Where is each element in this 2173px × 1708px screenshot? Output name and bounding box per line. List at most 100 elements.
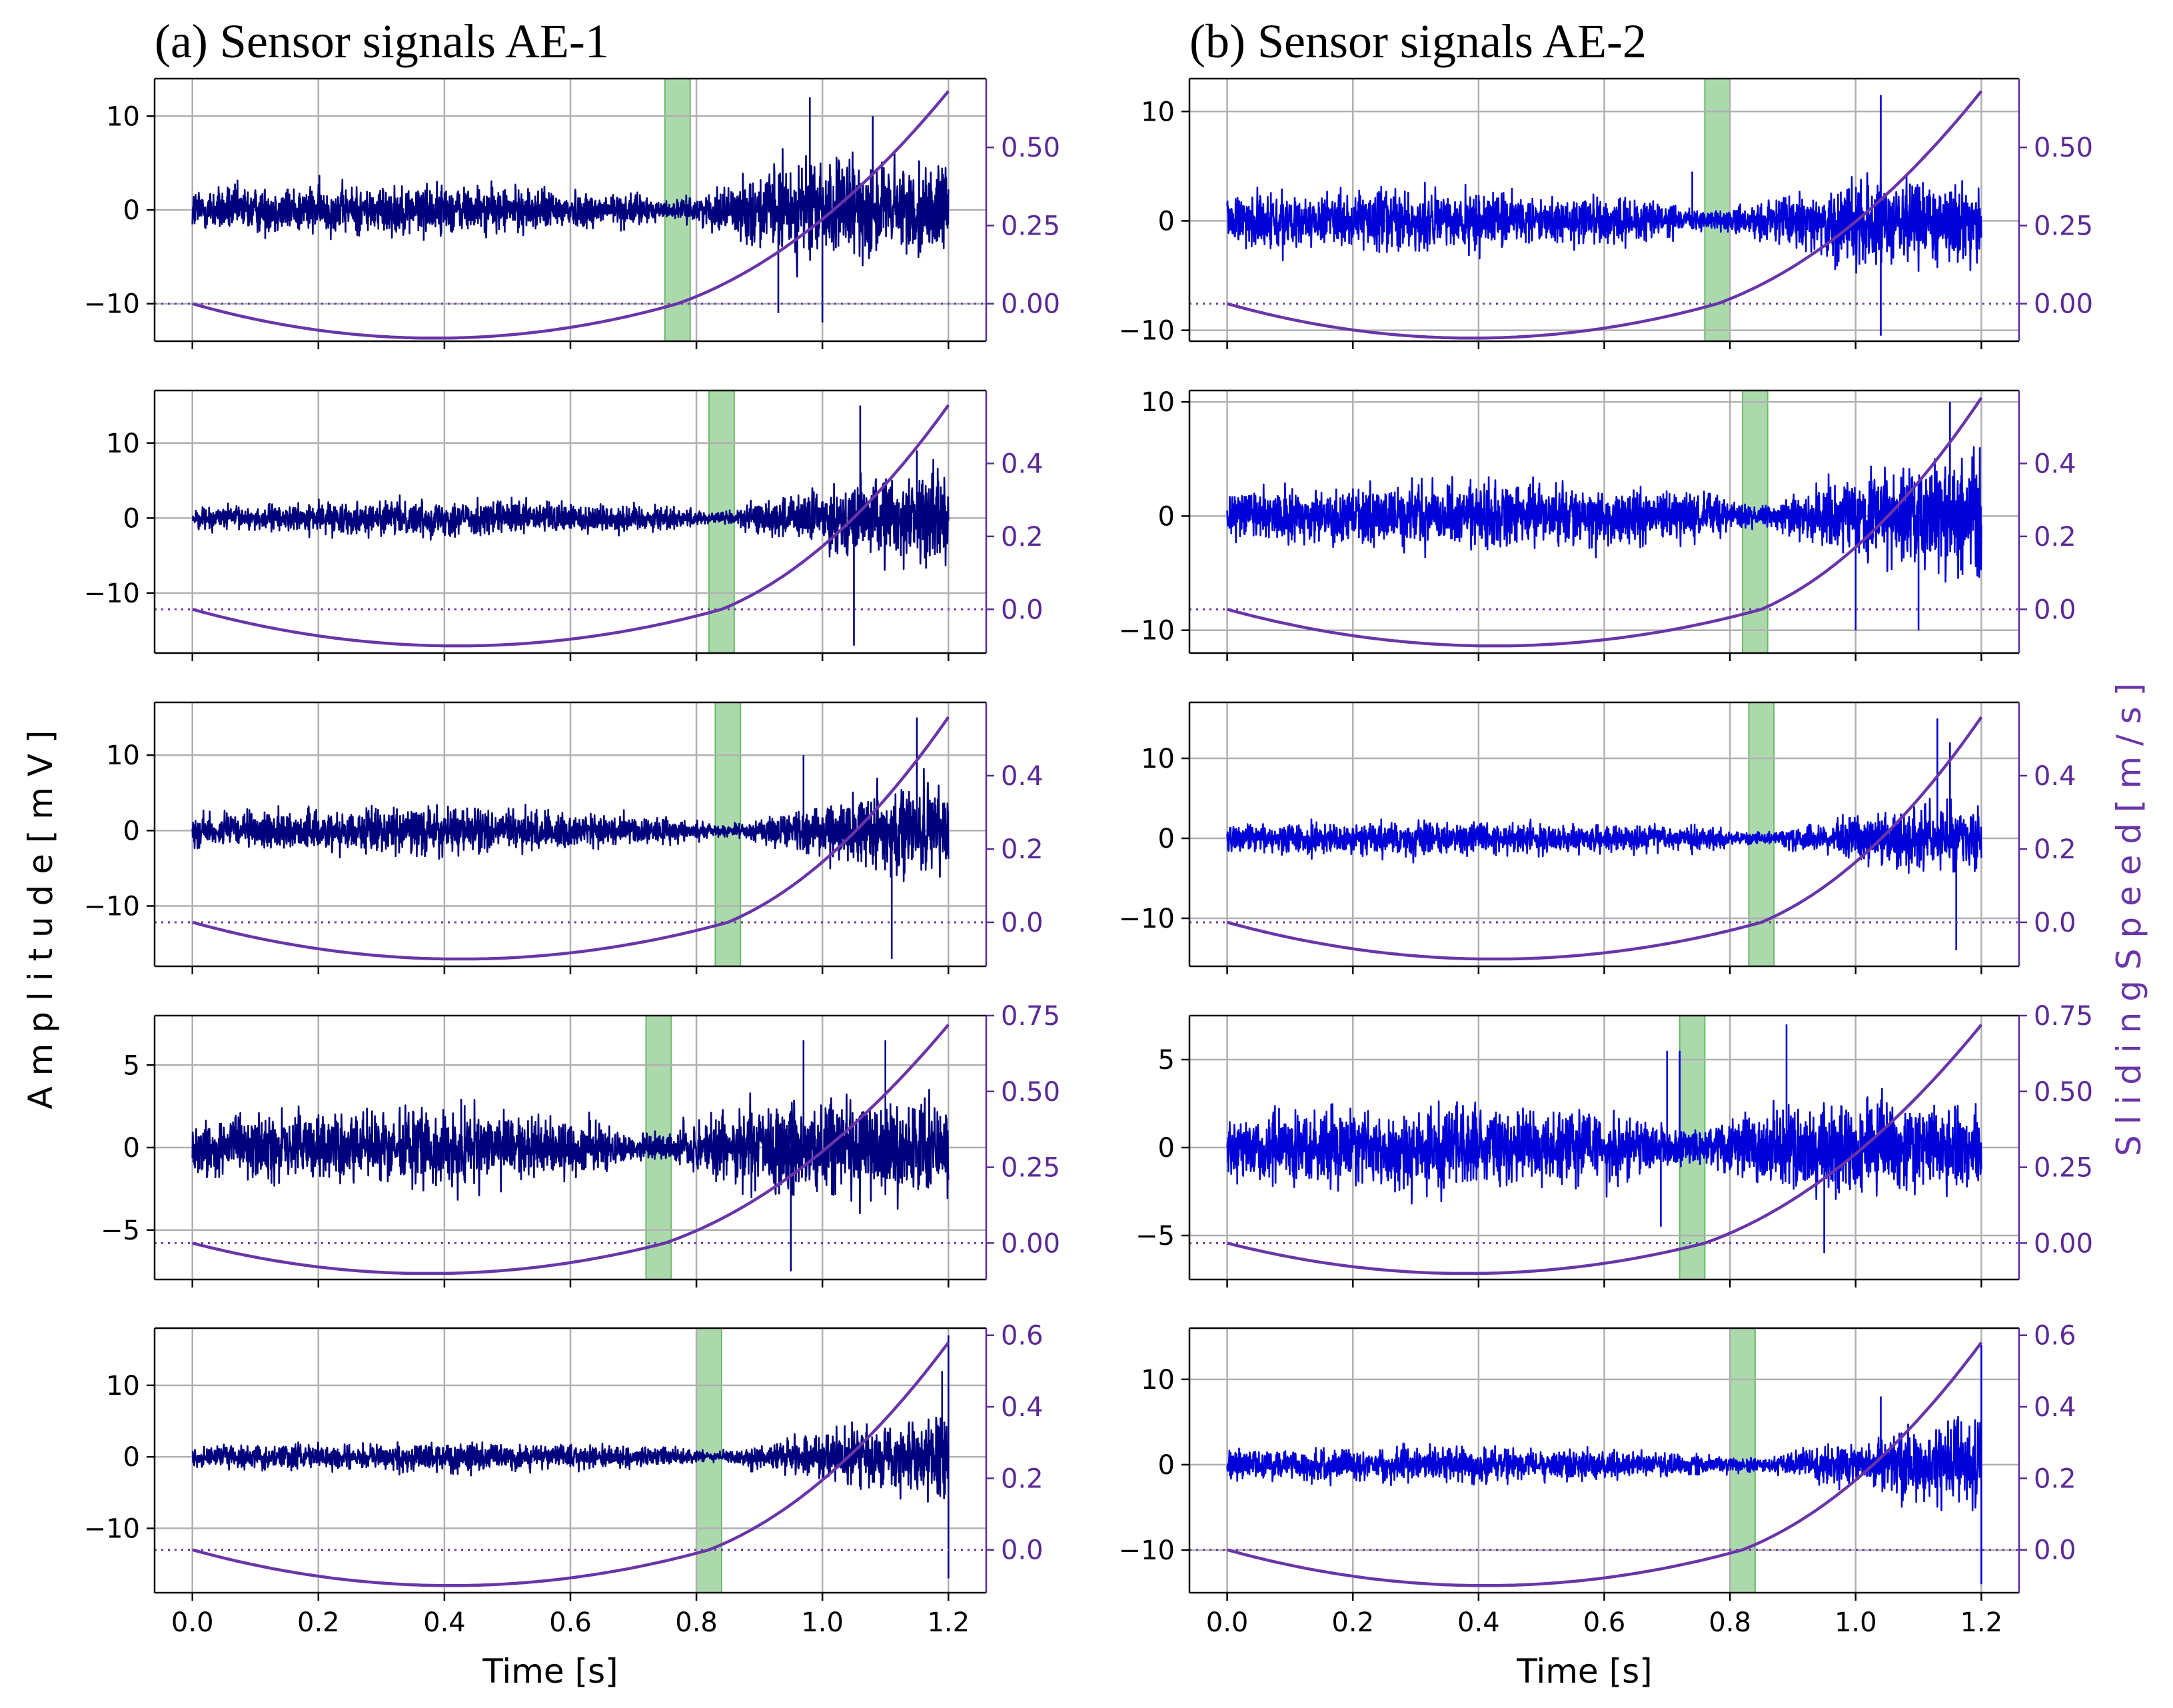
amp-tick-label-ae2-row5-0: −10	[1119, 1535, 1175, 1566]
speed-tick-label-ae1-row5-1: 0.2	[1001, 1463, 1044, 1494]
amp-tick-label-ae1-row1-1: 0	[123, 195, 140, 226]
speed-tick-label-ae1-row5-0: 0.0	[1001, 1535, 1044, 1566]
speed-tick-label-ae1-row5-2: 0.4	[1001, 1392, 1044, 1423]
speed-tick-label-ae2-row4-3: 0.75	[2034, 1001, 2093, 1032]
speed-tick-label-ae1-row1-2: 0.50	[1001, 133, 1060, 163]
speed-tick-label-ae1-row3-1: 0.2	[1001, 834, 1044, 865]
x-tick-label-ae1-row5-0: 0.0	[171, 1607, 214, 1638]
speed-tick-label-ae1-row2-2: 0.4	[1001, 448, 1044, 479]
speed-tick-label-ae2-row2-2: 0.4	[2034, 448, 2076, 479]
speed-curve-ae2-row4	[1227, 1024, 1983, 1276]
amp-tick-label-ae1-row4-2: 5	[123, 1050, 140, 1081]
x-tick-label-ae1-row5-2: 0.4	[423, 1607, 466, 1638]
amp-tick-label-ae1-row5-1: 0	[123, 1442, 140, 1473]
subplot-ae1-row5: −10 0 10 0.0 0.2 0.4 0.6 0.0 0.2 0.4 0.6 0.8 1.0 1.2	[84, 1321, 1044, 1638]
x-tick-label-ae2-row5-2: 0.4	[1457, 1607, 1500, 1638]
amp-tick-label-ae2-row3-0: −10	[1119, 904, 1175, 934]
speed-tick-label-ae2-row4-0: 0.00	[2034, 1228, 2093, 1259]
speed-curve-ae2-row2	[1227, 397, 1983, 648]
speed-tick-label-ae1-row4-3: 0.75	[1001, 1001, 1060, 1032]
amp-tick-label-ae1-row4-0: −5	[101, 1216, 140, 1246]
amp-tick-label-ae2-row2-0: −10	[1119, 616, 1175, 646]
speed-tick-label-ae1-row1-0: 0.00	[1001, 289, 1060, 320]
speed-tick-label-ae2-row4-1: 0.25	[2034, 1153, 2093, 1184]
amp-tick-label-ae1-row4-1: 0	[123, 1133, 140, 1164]
amp-tick-label-ae2-row5-1: 0	[1158, 1450, 1175, 1481]
x-tick-label-ae2-row5-3: 0.6	[1583, 1607, 1626, 1638]
amp-tick-label-ae2-row5-2: 10	[1141, 1365, 1175, 1395]
amp-tick-label-ae2-row4-2: 5	[1158, 1045, 1175, 1076]
subplot-ae2-row2: −10 0 10 0.0 0.2 0.4	[1119, 387, 2076, 661]
subplot-ae2-row1: −10 0 10 0.00 0.25 0.50	[1119, 77, 2093, 349]
speed-curve-ae1-row1	[192, 90, 950, 340]
plot-area: −100100.000.250.50−100100.00.20.4−100100…	[84, 77, 2093, 1638]
speed-tick-label-ae2-row5-3: 0.6	[2034, 1321, 2076, 1351]
x-tick-label-ae2-row5-6: 1.2	[1960, 1607, 2003, 1638]
speed-tick-label-ae2-row1-0: 0.00	[2034, 289, 2093, 320]
highlight-band-ae2-row1	[1704, 78, 1731, 342]
amp-tick-label-ae2-row1-2: 10	[1141, 97, 1175, 127]
speed-tick-label-ae2-row3-2: 0.4	[2034, 761, 2076, 792]
x-axis-label-ae2: Time [s]	[1516, 1652, 1652, 1691]
signal-line-ae1-row5	[191, 1335, 950, 1579]
subplot-ae1-row3: −10 0 10 0.0 0.2 0.4	[84, 701, 1044, 974]
speed-tick-label-ae2-row1-2: 0.50	[2034, 133, 2093, 163]
subplot-ae1-row2: −10 0 10 0.0 0.2 0.4	[84, 389, 1044, 661]
subplot-ae1-row1: −10 0 10 0.00 0.25 0.50	[84, 77, 1060, 349]
speed-tick-label-ae1-row4-2: 0.50	[1001, 1077, 1060, 1108]
speed-curve-ae2-row5	[1227, 1341, 1983, 1587]
amp-tick-label-ae1-row3-1: 0	[123, 816, 140, 846]
amp-tick-label-ae1-row1-0: −10	[84, 289, 140, 320]
x-tick-label-ae2-row5-4: 0.8	[1709, 1607, 1751, 1638]
speed-curve-ae2-row3	[1227, 716, 1983, 961]
x-tick-label-ae2-row5-0: 0.0	[1206, 1607, 1249, 1638]
speed-tick-label-ae1-row3-2: 0.4	[1001, 761, 1044, 792]
speed-tick-label-ae1-row2-0: 0.0	[1001, 594, 1044, 625]
amp-tick-label-ae1-row5-0: −10	[84, 1513, 140, 1544]
speed-tick-label-ae1-row3-0: 0.0	[1001, 908, 1044, 938]
speed-tick-label-ae1-row1-1: 0.25	[1001, 211, 1060, 241]
speed-curve-ae1-row4	[192, 1024, 950, 1276]
amp-tick-label-ae1-row5-2: 10	[106, 1371, 140, 1401]
subplot-ae2-row3: −10 0 10 0.0 0.2 0.4	[1119, 701, 2076, 974]
signal-line-ae1-row2	[191, 405, 950, 646]
speed-tick-label-ae2-row5-0: 0.0	[2034, 1535, 2076, 1566]
amp-tick-label-ae2-row2-2: 10	[1141, 387, 1175, 418]
subplot-ae2-row4: −5 0 5 0.00 0.25 0.50 0.75	[1135, 1001, 2093, 1287]
x-tick-label-ae1-row5-4: 0.8	[675, 1607, 718, 1638]
speed-tick-label-ae2-row5-2: 0.4	[2034, 1392, 2076, 1423]
speed-tick-label-ae2-row3-0: 0.0	[2034, 908, 2076, 938]
x-tick-label-ae2-row5-1: 0.2	[1331, 1607, 1374, 1638]
speed-tick-label-ae2-row5-1: 0.2	[2034, 1463, 2076, 1494]
signal-line-ae2-row4	[1226, 1024, 1982, 1254]
x-tick-label-ae1-row5-1: 0.2	[297, 1607, 340, 1638]
amp-tick-label-ae1-row2-2: 10	[106, 428, 140, 459]
speed-curve-ae1-row2	[192, 404, 950, 648]
x-tick-label-ae1-row5-3: 0.6	[549, 1607, 592, 1638]
signal-line-ae1-row3	[191, 717, 950, 959]
amp-tick-label-ae2-row2-1: 0	[1158, 501, 1175, 532]
y-axis-label-amplitude: A m p l i t u d e [ m V ]	[21, 730, 60, 1110]
subplot-ae1-row4: −5 0 5 0.00 0.25 0.50 0.75	[101, 1001, 1060, 1287]
x-axis-label-ae1: Time [s]	[482, 1652, 618, 1691]
speed-tick-label-ae2-row2-0: 0.0	[2034, 594, 2076, 625]
panel-title-ae2: (b) Sensor signals AE-2	[1189, 15, 1647, 68]
signal-line-ae1-row1	[191, 97, 950, 323]
speed-curve-ae1-row5	[192, 1341, 950, 1587]
speed-tick-label-ae2-row3-1: 0.2	[2034, 834, 2076, 865]
amp-tick-label-ae2-row4-0: −5	[1135, 1221, 1175, 1252]
amp-tick-label-ae2-row1-0: −10	[1119, 316, 1175, 347]
subplot-ae2-row5: −10 0 10 0.0 0.2 0.4 0.6 0.0 0.2 0.4 0.6 0.8 1.0 1.2	[1119, 1321, 2076, 1638]
speed-tick-label-ae2-row1-1: 0.25	[2034, 211, 2093, 241]
panel-title-ae1: (a) Sensor signals AE-1	[155, 15, 609, 68]
y-axis-label-sliding-speed: S l i d i n g S p e e d [ m / s ]	[2110, 683, 2148, 1156]
x-tick-label-ae1-row5-6: 1.2	[927, 1607, 970, 1638]
amp-tick-label-ae1-row3-2: 10	[106, 740, 140, 771]
speed-tick-label-ae2-row4-2: 0.50	[2034, 1077, 2093, 1108]
signal-line-ae1-row4	[191, 1040, 950, 1272]
amp-tick-label-ae1-row2-1: 0	[123, 503, 140, 534]
amp-tick-label-ae2-row3-2: 10	[1141, 744, 1175, 774]
speed-curve-ae1-row3	[192, 716, 950, 961]
signal-line-ae2-row2	[1226, 402, 1982, 630]
amp-tick-label-ae1-row3-0: −10	[84, 891, 140, 922]
